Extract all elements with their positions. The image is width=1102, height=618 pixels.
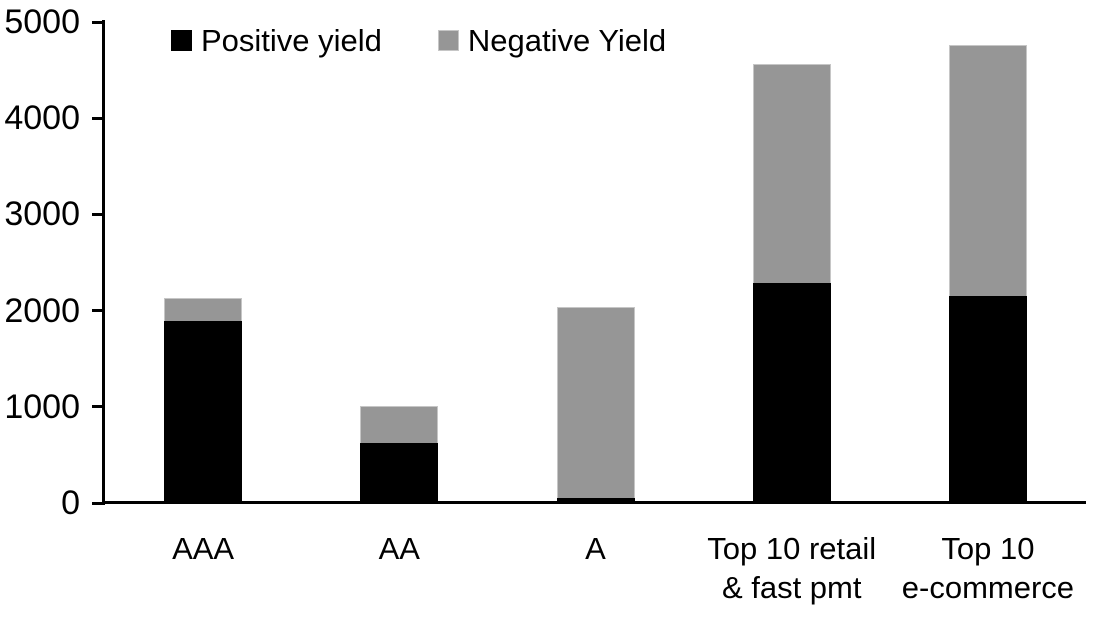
y-tick-label: 4000 [4, 99, 80, 138]
bar-slot [105, 22, 301, 503]
bar-slot [301, 22, 497, 503]
bar-aa [360, 22, 439, 503]
bar-a [556, 22, 635, 503]
segment-negative-yield [948, 45, 1027, 297]
y-tick-label: 5000 [4, 3, 80, 41]
x-axis-line [102, 501, 1086, 504]
legend-item-positive-yield: Positive yield [171, 25, 382, 56]
y-tick-label: 1000 [4, 387, 80, 426]
segment-positive-yield [164, 321, 243, 503]
segment-negative-yield [556, 307, 635, 499]
segment-negative-yield [360, 406, 439, 444]
segment-positive-yield [948, 296, 1027, 503]
legend-label-negative-yield: Negative Yield [467, 23, 667, 58]
legend-swatch-positive-yield [171, 30, 192, 51]
bar-slot [890, 22, 1086, 503]
y-tick-mark [92, 501, 103, 505]
plot-area [105, 22, 1086, 503]
segment-negative-yield [164, 298, 243, 322]
chart-legend: Positive yield Negative Yield [171, 25, 666, 56]
segment-positive-yield [360, 443, 439, 503]
y-tick-mark [92, 116, 103, 120]
bar-aaa [164, 22, 243, 503]
y-tick-mark [92, 309, 103, 313]
x-axis-label: AAA [172, 531, 235, 566]
bar-top-10 [948, 22, 1027, 503]
segment-positive-yield [556, 498, 635, 503]
y-tick-label: 3000 [4, 195, 80, 234]
y-tick-mark [92, 212, 103, 216]
y-tick-mark [92, 405, 103, 409]
y-axis-line [102, 20, 105, 505]
y-axis-ticks [92, 20, 103, 505]
x-axis-label: Top 10 e-commerce [901, 531, 1075, 605]
y-tick-mark [92, 20, 103, 24]
y-tick-label: 0 [61, 484, 80, 522]
legend-item-negative-yield: Negative Yield [437, 23, 667, 58]
bar-slot [694, 22, 890, 503]
segment-positive-yield [752, 282, 831, 503]
legend-swatch-negative-yield [437, 30, 459, 51]
x-axis-label: A [585, 531, 606, 566]
x-axis-label: Top 10 retail & fast pmt [707, 531, 877, 605]
legend-label-positive-yield: Positive yield [201, 23, 382, 58]
y-tick-label: 2000 [4, 291, 80, 330]
segment-negative-yield [752, 63, 831, 283]
bar-top-10-retail [752, 22, 831, 503]
y-axis-labels: 0 1000 2000 3000 4000 5000 [0, 5, 80, 520]
bar-slot [497, 22, 693, 503]
x-axis-labels: AAA AA A Top 10 retail & fast pmt Top 10 e-c… [105, 529, 1086, 607]
x-axis-label: AA [378, 531, 420, 566]
